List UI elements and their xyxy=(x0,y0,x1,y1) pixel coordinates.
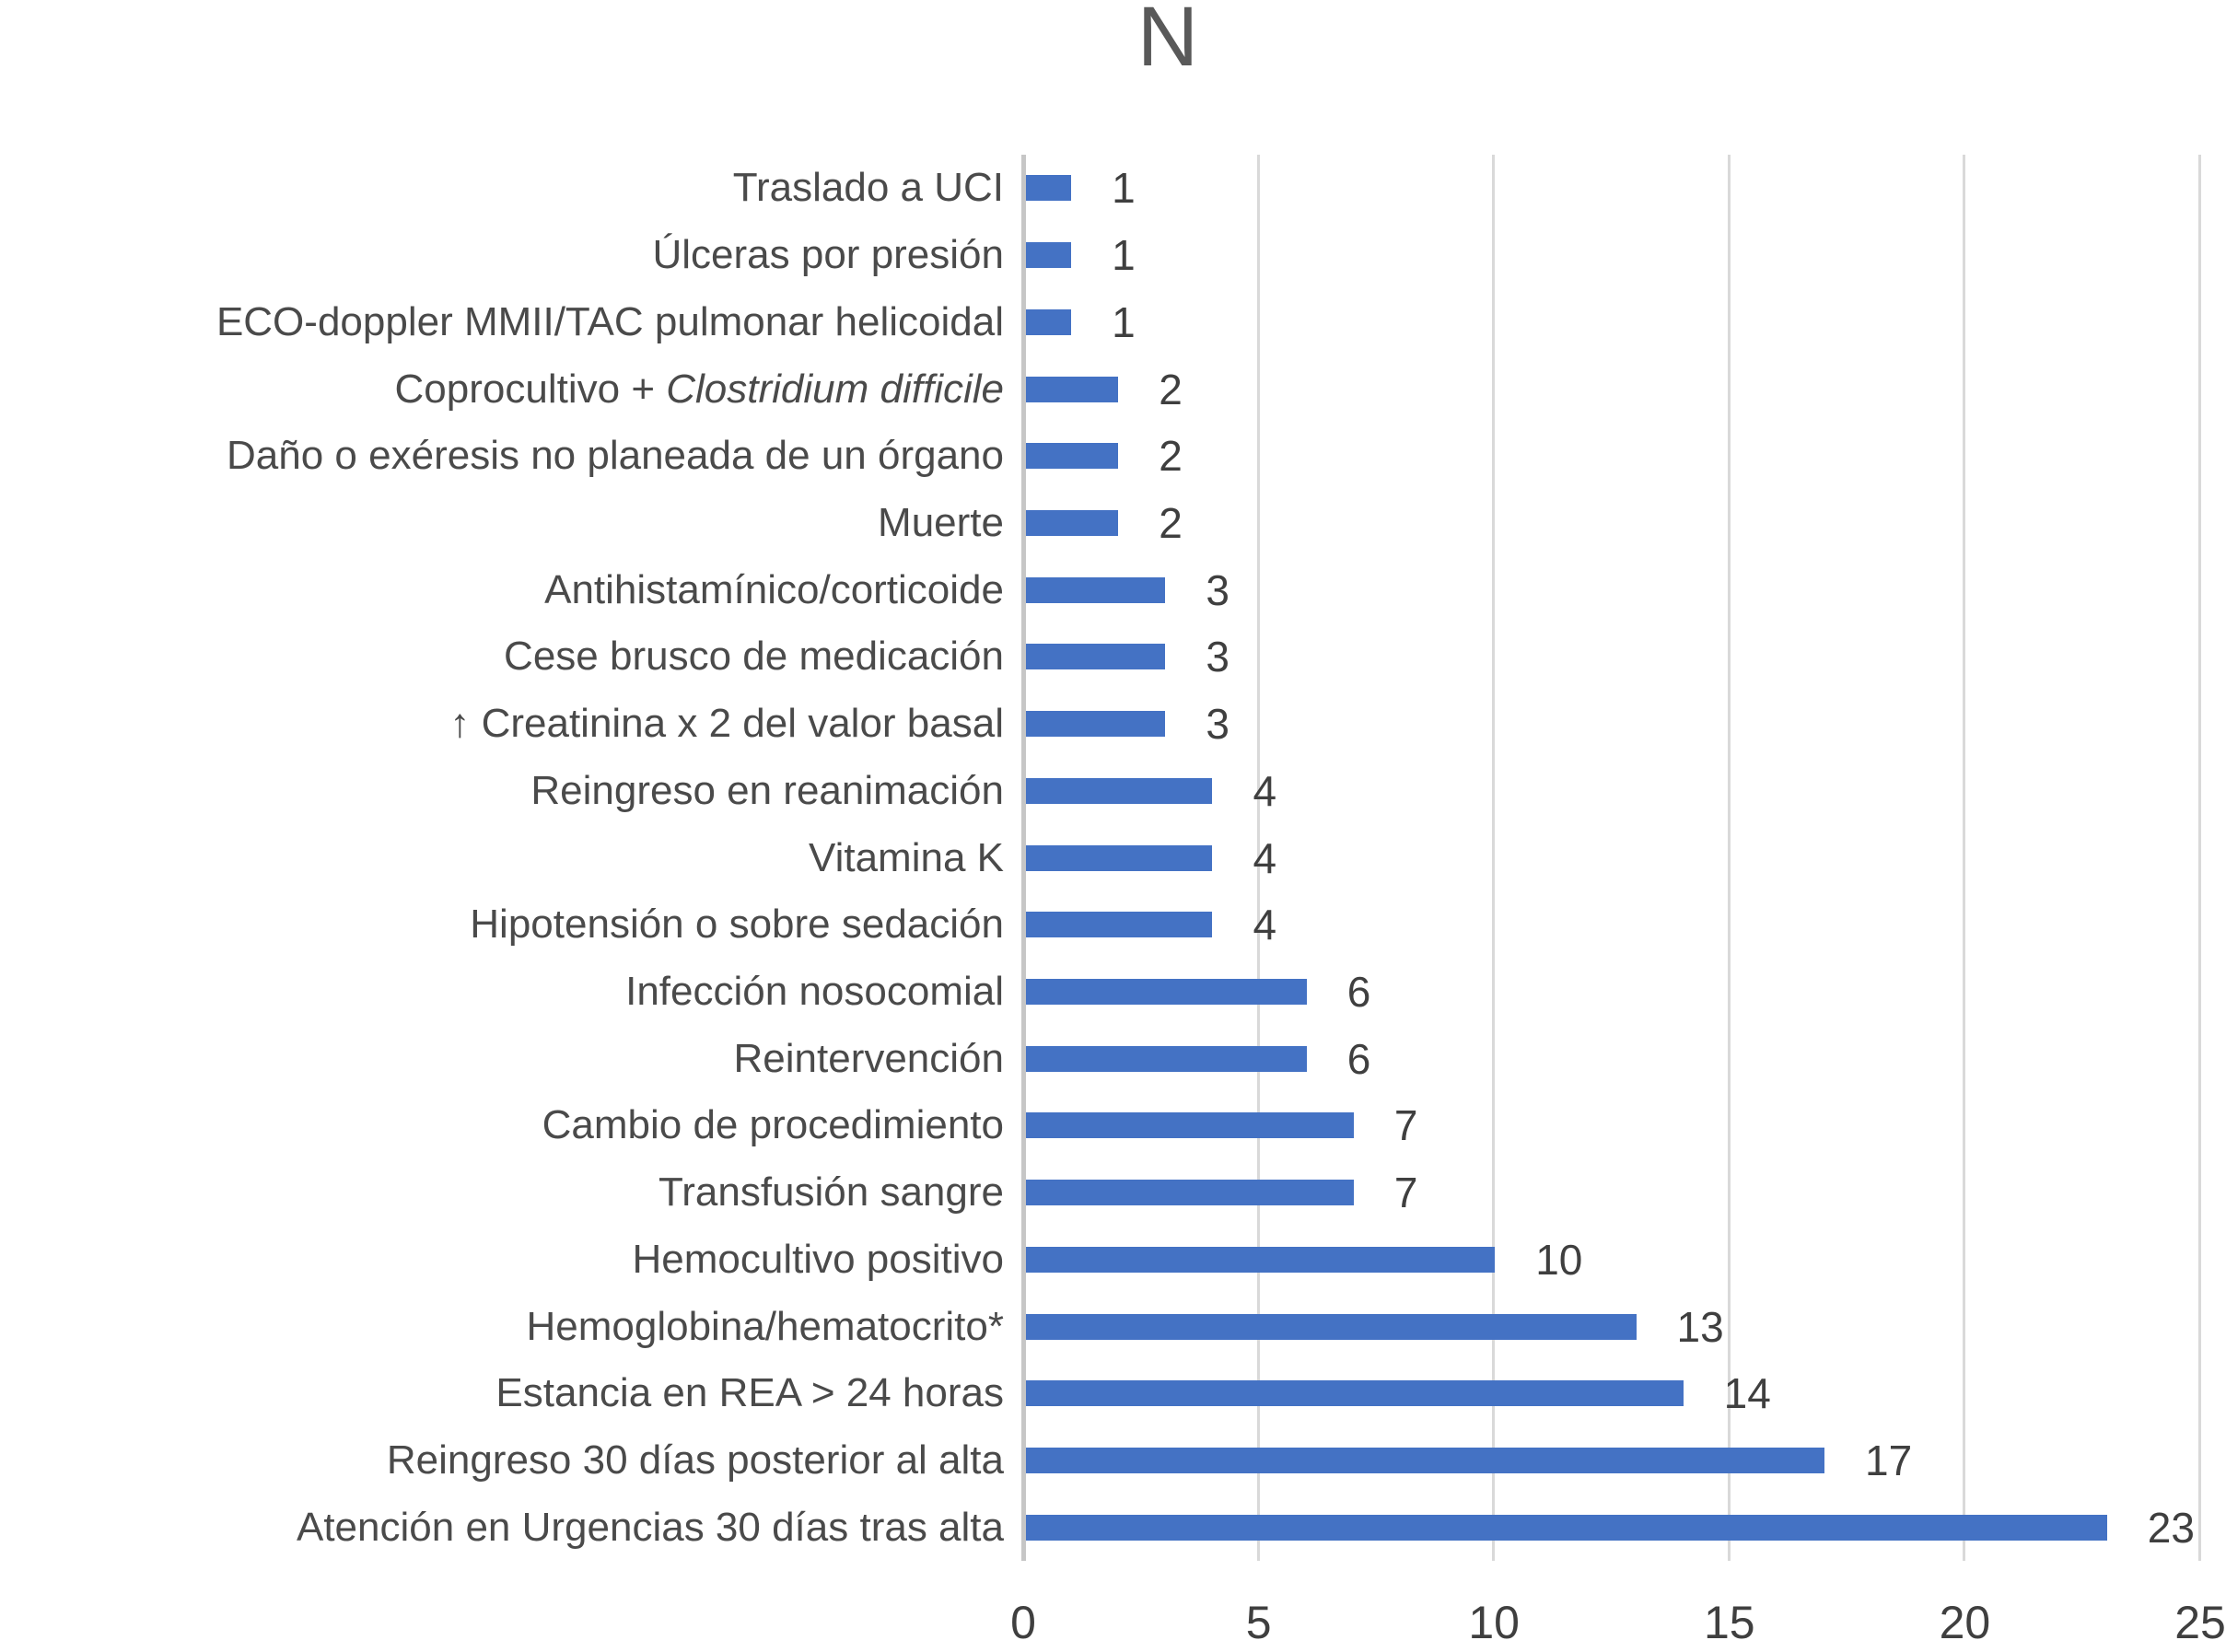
value-label: 2 xyxy=(1159,365,1183,413)
bar xyxy=(1026,1180,1354,1206)
bar xyxy=(1026,308,1072,335)
bar xyxy=(1026,576,1166,603)
value-label: 4 xyxy=(1253,833,1277,882)
value-label: 1 xyxy=(1112,297,1136,346)
value-label: 14 xyxy=(1723,1369,1771,1418)
value-label: 3 xyxy=(1206,633,1230,681)
value-label: 3 xyxy=(1206,565,1230,614)
category-label: Coprocultivo + Clostridium difficile xyxy=(394,366,1004,412)
bar xyxy=(1026,376,1119,402)
bar xyxy=(1026,644,1166,670)
bar xyxy=(1026,242,1072,269)
category-label: Hipotensión o sobre sedación xyxy=(470,902,1004,948)
category-label: ↑ Creatinina x 2 del valor basal xyxy=(449,700,1004,746)
category-label: Reingreso en reanimación xyxy=(530,767,1004,813)
category-label: Atención en Urgencias 30 días tras alta xyxy=(296,1504,1004,1550)
value-label: 1 xyxy=(1112,231,1136,280)
value-label: 13 xyxy=(1676,1302,1724,1351)
bar xyxy=(1026,1447,1825,1473)
value-label: 7 xyxy=(1393,1169,1418,1217)
gridline xyxy=(1492,155,1496,1561)
category-label: Transfusión sangre xyxy=(658,1169,1004,1215)
category-label: Cambio de procedimiento xyxy=(542,1102,1004,1148)
category-label: Traslado a UCI xyxy=(732,165,1004,211)
x-tick-label: 10 xyxy=(1468,1597,1520,1648)
bar xyxy=(1026,1045,1307,1072)
value-label: 23 xyxy=(2147,1503,2195,1552)
category-label: Hemoglobina/hematocrito* xyxy=(526,1303,1004,1349)
value-label: 3 xyxy=(1206,700,1230,749)
value-label: 2 xyxy=(1159,432,1183,481)
value-label: 4 xyxy=(1253,766,1277,815)
x-tick-label: 15 xyxy=(1703,1597,1755,1648)
category-label: Hemocultivo positivo xyxy=(632,1236,1005,1282)
category-label: Reintervención xyxy=(733,1035,1005,1081)
bar xyxy=(1026,844,1213,871)
bar xyxy=(1026,509,1119,536)
bar xyxy=(1026,1313,1637,1340)
category-label: Úlceras por presión xyxy=(652,231,1005,277)
x-tick-label: 25 xyxy=(2174,1597,2226,1648)
value-label: 6 xyxy=(1346,967,1371,1016)
category-label-italic: Clostridium difficile xyxy=(666,366,1004,412)
x-tick-label: 20 xyxy=(1939,1597,1991,1648)
bar xyxy=(1026,175,1072,202)
category-label: Infección nosocomial xyxy=(625,968,1004,1014)
bar xyxy=(1026,777,1213,804)
gridline xyxy=(1963,155,1966,1561)
gridline xyxy=(1727,155,1731,1561)
value-label: 6 xyxy=(1346,1034,1371,1083)
value-label: 10 xyxy=(1535,1235,1583,1284)
category-label: Antihistamínico/corticoide xyxy=(544,566,1004,612)
gridline xyxy=(1256,155,1260,1561)
value-label: 2 xyxy=(1159,498,1183,547)
category-label: Muerte xyxy=(878,499,1004,545)
bar xyxy=(1026,1514,2107,1541)
category-label: ECO-doppler MMII/TAC pulmonar helicoidal xyxy=(216,298,1004,344)
bar xyxy=(1026,443,1119,470)
bar xyxy=(1026,711,1166,738)
x-tick-label: 0 xyxy=(1010,1597,1036,1648)
value-label: 1 xyxy=(1112,164,1136,213)
x-tick-label: 5 xyxy=(1245,1597,1272,1648)
category-label: Daño o exéresis no planeada de un órgano xyxy=(227,433,1004,479)
gridline xyxy=(2198,155,2201,1561)
category-label: Estancia en REA > 24 horas xyxy=(495,1370,1004,1416)
bar xyxy=(1026,1380,1684,1407)
chart-title: N xyxy=(1136,0,1199,84)
category-label: Vitamina K xyxy=(809,834,1004,880)
category-label: Reingreso 30 días posterior al alta xyxy=(386,1437,1004,1483)
value-label: 17 xyxy=(1865,1436,1913,1484)
value-label: 7 xyxy=(1393,1101,1418,1150)
category-label: Cese brusco de medicación xyxy=(504,634,1004,680)
value-label: 4 xyxy=(1253,901,1277,949)
bar xyxy=(1026,912,1213,938)
y-axis-line xyxy=(1021,155,1026,1561)
bar xyxy=(1026,978,1307,1005)
bar xyxy=(1026,1112,1354,1139)
bar xyxy=(1026,1246,1496,1273)
